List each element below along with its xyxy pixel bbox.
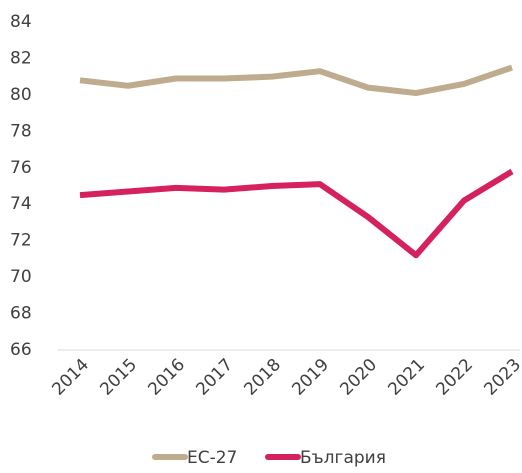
x-tick-label: 2014 xyxy=(48,355,93,400)
y-tick-label: 74 xyxy=(10,194,32,214)
y-tick-label: 80 xyxy=(10,85,32,105)
y-tick-label: 66 xyxy=(10,340,32,360)
x-tick-label: 2016 xyxy=(144,355,189,400)
legend-label: България xyxy=(300,448,386,468)
x-tick-label: 2023 xyxy=(480,355,522,400)
y-tick-label: 68 xyxy=(10,304,32,324)
y-tick-label: 76 xyxy=(10,158,32,178)
x-tick-label: 2015 xyxy=(96,355,141,400)
legend-label: ЕС-27 xyxy=(187,448,237,468)
y-tick-label: 72 xyxy=(10,231,32,251)
y-tick-label: 82 xyxy=(10,48,32,68)
x-tick-label: 2019 xyxy=(288,355,333,400)
y-tick-label: 70 xyxy=(10,267,32,287)
series-line xyxy=(79,64,513,97)
x-tick-label: 2018 xyxy=(240,355,285,400)
series-line xyxy=(79,168,514,259)
y-tick-label: 78 xyxy=(10,121,32,141)
x-tick-label: 2021 xyxy=(384,355,429,400)
x-tick-label: 2017 xyxy=(192,355,237,400)
y-tick-label: 84 xyxy=(10,12,32,32)
x-tick-label: 2022 xyxy=(432,355,477,400)
x-tick-label: 2020 xyxy=(336,355,381,400)
